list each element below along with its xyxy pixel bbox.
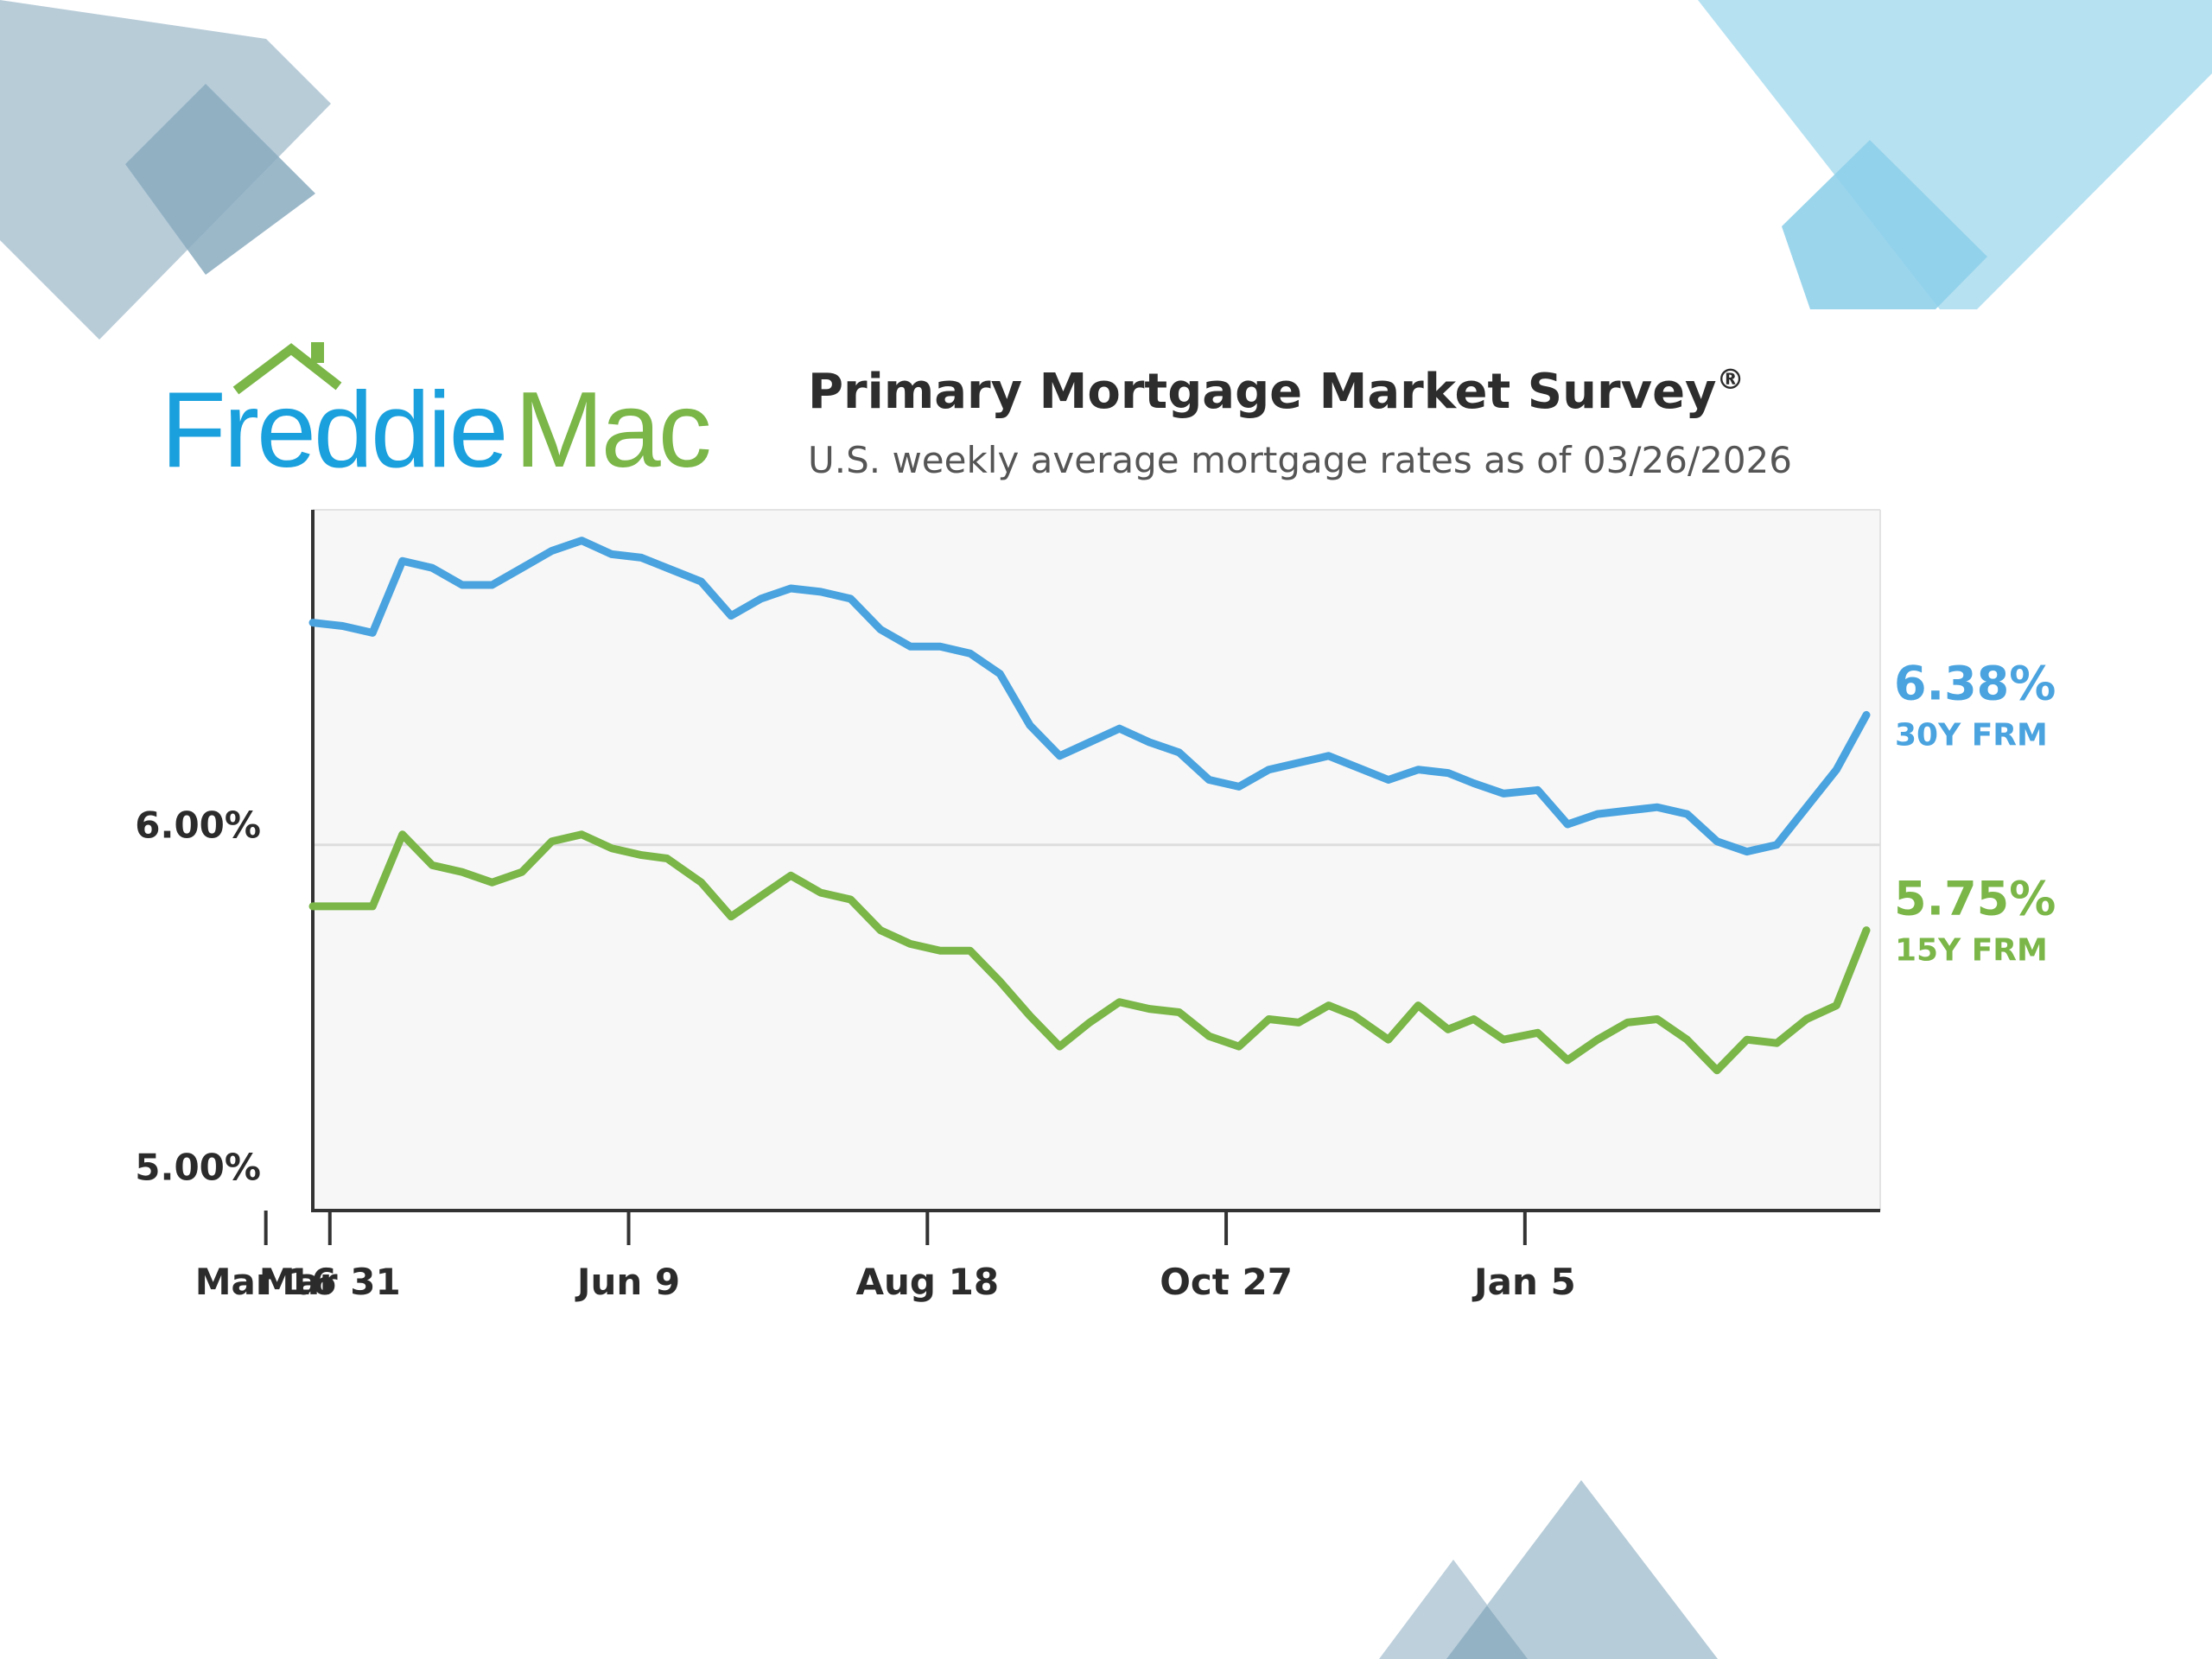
x-tick-label: Jun 9	[575, 1261, 680, 1303]
series-line-15y-frm	[308, 830, 1871, 1075]
freddie-mac-logo: FreddieMac	[161, 342, 712, 490]
x-tick-label: Jan 5	[1471, 1261, 1576, 1303]
deco-triangle-bottom-right	[1446, 1480, 1718, 1659]
series-end-labels: 6.38% 30Y FRM 5.75% 15Y FRM	[1894, 656, 2056, 968]
end-label-series-name: 30Y FRM	[1895, 717, 2048, 753]
series-line-30y-frm	[308, 537, 1871, 856]
logo-chimney-icon	[311, 342, 324, 363]
x-tick-label: Aug 18	[856, 1261, 1000, 1303]
deco-diamond-topleft	[125, 84, 315, 275]
end-label-series-name: 15Y FRM	[1895, 933, 2048, 969]
x-axis-ticks: Mar 31 Jun 9 Aug 18 Oct 27 Jan 5 Mar 16	[195, 1211, 1576, 1303]
end-label-value: 6.38%	[1894, 656, 2056, 710]
deco-overlap-bottom	[1446, 1605, 1528, 1659]
end-label-value: 5.75%	[1894, 872, 2056, 926]
svg-text:FreddieMac: FreddieMac	[161, 371, 709, 490]
logo-roof-icon	[232, 343, 342, 395]
y-tick-label: 6.00%	[135, 804, 261, 847]
plot-area	[313, 510, 1880, 1211]
x-tick-label: Oct 27	[1160, 1261, 1293, 1303]
logo-word-freddie: Freddie	[161, 371, 505, 490]
y-axis-ticks: 6.00% 5.00%	[135, 804, 261, 1189]
deco-triangle-topright	[1698, 0, 2212, 309]
chart-title: Primary Mortgage Market Survey®	[808, 363, 1745, 420]
series-lines	[308, 537, 1871, 1075]
chart-subtitle: U.S. weekly average mortgage rates as of…	[808, 439, 1792, 481]
logo-word-mac: Mac	[514, 371, 709, 490]
deco-diamond-topright	[1782, 140, 1987, 309]
x-tick-label: Mar 31	[259, 1261, 401, 1303]
y-tick-label: 5.00%	[135, 1146, 261, 1188]
x-tick-label: Mar 16	[195, 1261, 337, 1303]
